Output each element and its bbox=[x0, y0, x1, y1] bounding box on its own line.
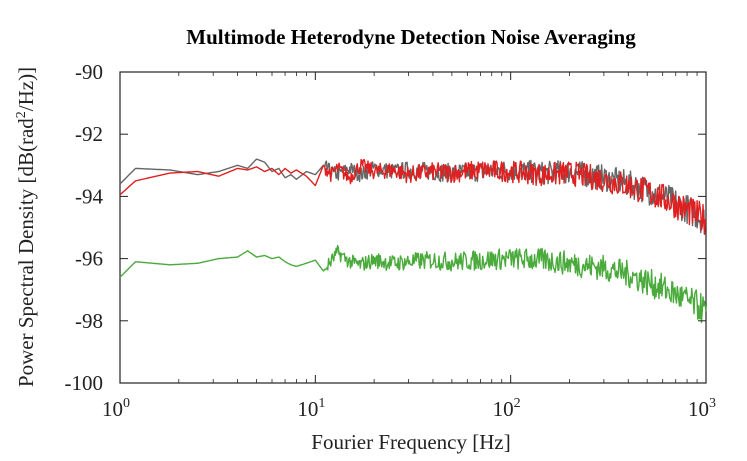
y-axis-label: Power Spectral Density [dB(rad2/Hz)] bbox=[14, 67, 38, 387]
x-tick-label: 103 bbox=[688, 396, 716, 421]
series-line-3 bbox=[119, 244, 707, 324]
x-tick-label: 100 bbox=[102, 396, 130, 421]
y-tick-label: -100 bbox=[65, 371, 104, 395]
x-axis-label: Fourier Frequency [Hz] bbox=[311, 430, 510, 454]
y-tick-label: -96 bbox=[75, 247, 103, 271]
plot-frame bbox=[119, 71, 707, 384]
y-axis-label-sup: 2 bbox=[14, 111, 29, 118]
y-tick-label: -98 bbox=[75, 309, 103, 333]
plot-area: 100 101 102 103 -90 -92 -94 -96 -98 -100 bbox=[65, 60, 717, 421]
y-axis-label-prefix: Power Spectral Density [dB(rad bbox=[14, 118, 38, 387]
series-line-2 bbox=[119, 158, 707, 235]
y-tick-label: -94 bbox=[75, 184, 103, 208]
tick-layer: 100 101 102 103 -90 -92 -94 -96 -98 -100 bbox=[65, 60, 717, 421]
y-axis-label-suffix: /Hz)] bbox=[14, 67, 38, 111]
x-tick-label: 102 bbox=[493, 396, 521, 421]
y-tick-label: -90 bbox=[75, 60, 103, 84]
series-layer bbox=[119, 158, 707, 324]
chart-title: Multimode Heterodyne Detection Noise Ave… bbox=[186, 25, 636, 49]
y-tick-label: -92 bbox=[75, 122, 103, 146]
x-tick-label: 101 bbox=[297, 396, 325, 421]
